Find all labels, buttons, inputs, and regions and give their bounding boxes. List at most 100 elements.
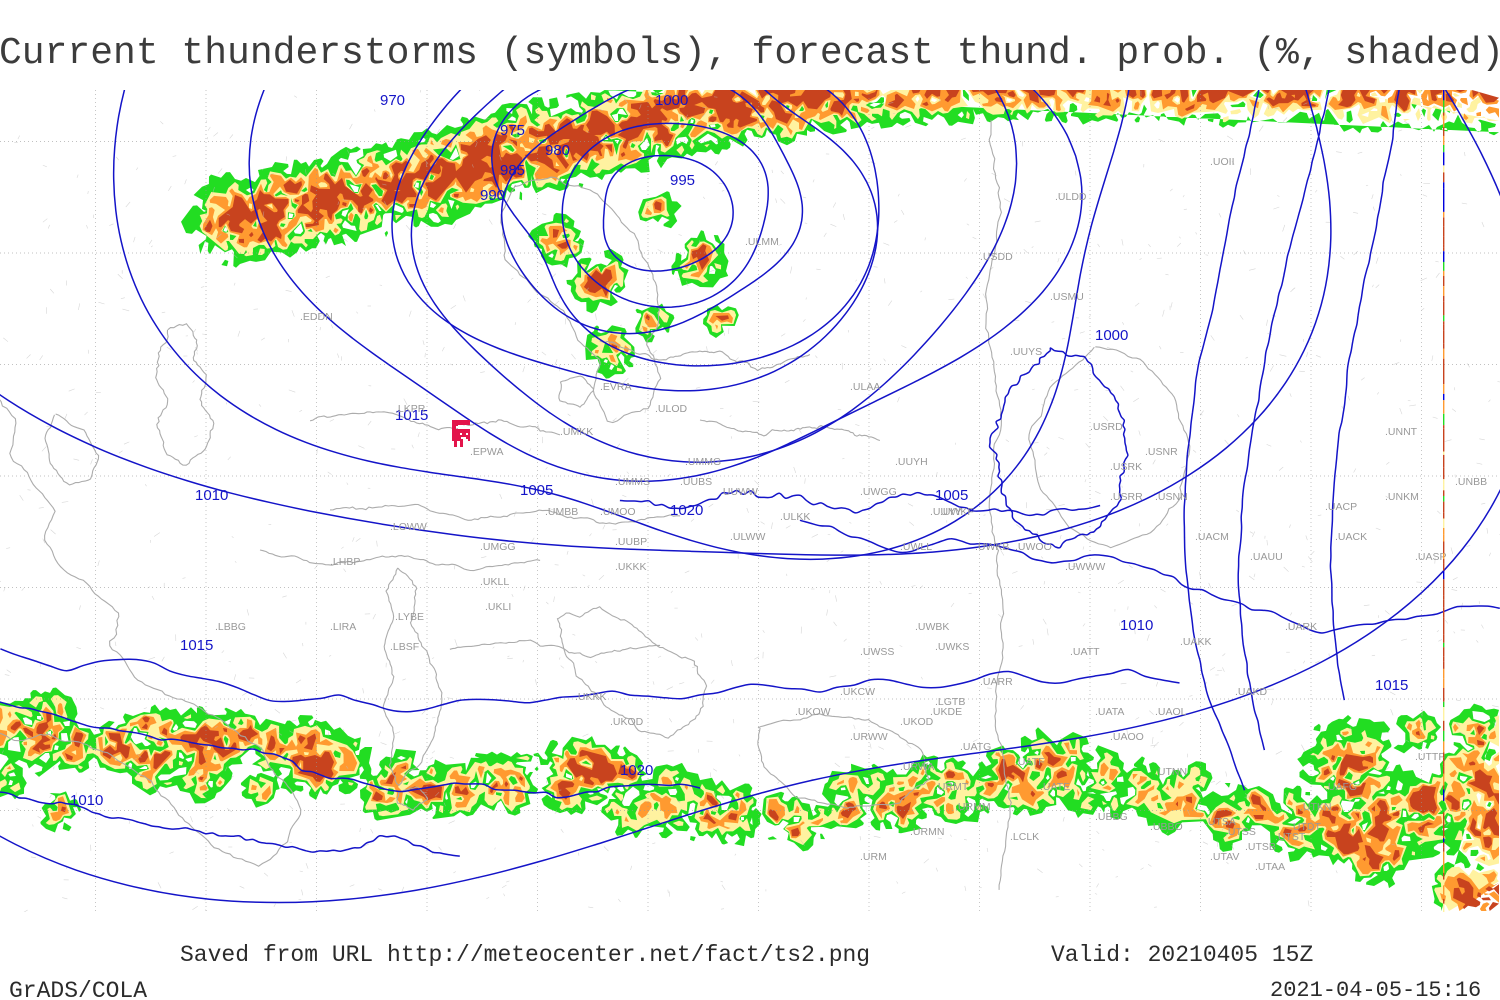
svg-text:.UATF: .UATF (1015, 756, 1045, 768)
svg-text:.ULOD: .ULOD (655, 403, 688, 415)
svg-text:.UWKB: .UWKB (975, 541, 1009, 553)
svg-text:.EDDN: .EDDN (300, 311, 333, 323)
svg-text:.UACK: .UACK (1335, 531, 1367, 543)
svg-text:.UATE: .UATE (1040, 781, 1070, 793)
svg-text:1010: 1010 (1120, 617, 1153, 634)
svg-text:1015: 1015 (180, 637, 213, 654)
svg-text:.UTAV: .UTAV (1210, 851, 1239, 863)
svg-text:.ULAA: .ULAA (850, 381, 880, 393)
svg-text:.EVRA: .EVRA (600, 381, 632, 393)
svg-text:.UAKD: .UAKD (1235, 686, 1268, 698)
svg-text:.USDD: .USDD (980, 251, 1013, 263)
svg-text:.UBBO: .UBBO (1150, 821, 1183, 833)
svg-text:.UTSS: .UTSS (1225, 826, 1256, 838)
svg-text:.UTSB: .UTSB (1245, 841, 1276, 853)
svg-text:.UATT: .UATT (1070, 646, 1100, 658)
svg-text:.USRK: .USRK (1110, 461, 1142, 473)
svg-text:.USRR: .USRR (1110, 491, 1143, 503)
svg-text:.LBBG: .LBBG (215, 621, 246, 633)
svg-text:985: 985 (500, 162, 525, 179)
svg-text:.UMOO: .UMOO (600, 506, 636, 518)
svg-text:.UTKN: .UTKN (1300, 801, 1332, 813)
svg-text:.UASP: .UASP (1415, 551, 1447, 563)
svg-text:975: 975 (500, 122, 525, 139)
svg-text:.URM: .URM (860, 851, 887, 863)
svg-text:.UACM: .UACM (1195, 531, 1229, 543)
svg-text:1010: 1010 (70, 792, 103, 809)
svg-text:1020: 1020 (620, 762, 653, 779)
svg-text:.UAFG: .UAFG (1325, 781, 1357, 793)
svg-text:995: 995 (670, 172, 695, 189)
svg-text:.UKKK: .UKKK (615, 561, 647, 573)
svg-text:.UARR: .UARR (980, 676, 1013, 688)
svg-text:.UARK: .UARK (1285, 621, 1317, 633)
svg-text:.UUBP: .UUBP (615, 536, 647, 548)
svg-text:1005: 1005 (935, 487, 968, 504)
svg-text:.UUYS: .UUYS (1010, 346, 1042, 358)
svg-text:990: 990 (480, 187, 505, 204)
svg-text:.UBBG: .UBBG (1095, 811, 1128, 823)
svg-text:.LIRA: .LIRA (330, 621, 356, 633)
svg-text:.UKKK: .UKKK (575, 691, 607, 703)
svg-text:.UAOO: .UAOO (1110, 731, 1144, 743)
svg-text:.UATA: .UATA (1095, 706, 1124, 718)
svg-text:.UUYH: .UUYH (895, 456, 928, 468)
svg-text:.URMM: .URMM (955, 801, 991, 813)
svg-text:.UKOD: .UKOD (610, 716, 644, 728)
svg-text:.URWW: .URWW (850, 731, 888, 743)
svg-text:.UNKM: .UNKM (1385, 491, 1419, 503)
svg-text:.LGTB: .LGTB (935, 696, 965, 708)
svg-text:.ULMM: .ULMM (745, 236, 779, 248)
svg-text:.USNR: .USNR (1145, 446, 1178, 458)
svg-text:.UUYY: .UUYY (930, 506, 962, 518)
svg-text:.ULDD: .ULDD (1055, 191, 1087, 203)
svg-text:.UKCW: .UKCW (840, 686, 875, 698)
svg-text:.UMBB: .UMBB (545, 506, 578, 518)
svg-text:.UTDT: .UTDT (1290, 821, 1321, 833)
svg-text:1020: 1020 (670, 502, 703, 519)
svg-text:.UUWW: .UUWW (720, 486, 758, 498)
svg-text:.LOWW: .LOWW (390, 521, 427, 533)
svg-text:.UWOO: .UWOO (1015, 541, 1052, 553)
svg-text:.LYBE: .LYBE (395, 611, 424, 623)
svg-text:.LBSF: .LBSF (390, 641, 419, 653)
svg-text:.USRD: .USRD (1090, 421, 1123, 433)
svg-text:1015: 1015 (1375, 677, 1408, 694)
svg-text:.UNNT: .UNNT (1385, 426, 1418, 438)
svg-text:.UWLL: .UWLL (900, 541, 932, 553)
svg-text:.URWA: .URWA (900, 761, 934, 773)
svg-text:.UUBS: .UUBS (680, 476, 712, 488)
svg-text:.ULWW: .ULWW (730, 531, 765, 543)
svg-text:.UKOD: .UKOD (900, 716, 934, 728)
svg-text:.LCLK: .LCLK (1010, 831, 1039, 843)
svg-text:.USNN: .USNN (1155, 491, 1188, 503)
svg-text:.UWBK: .UWBK (915, 621, 949, 633)
svg-text:1005: 1005 (520, 482, 553, 499)
svg-text:.LHBP: .LHBP (330, 556, 360, 568)
svg-text:.UMKK: .UMKK (560, 426, 593, 438)
svg-text:.UWGG: .UWGG (860, 486, 897, 498)
svg-text:970: 970 (380, 92, 405, 109)
svg-text:1000: 1000 (655, 92, 688, 109)
svg-text:.UWSS: .UWSS (860, 646, 894, 658)
svg-text:.UKLI: .UKLI (485, 601, 511, 613)
svg-text:.UAKK: .UAKK (1180, 636, 1212, 648)
svg-text:.URMT: .URMT (935, 781, 969, 793)
svg-text:.UAUU: .UAUU (1250, 551, 1283, 563)
svg-text:.UWKS: .UWKS (935, 641, 969, 653)
svg-text:.URMN: .URMN (910, 826, 944, 838)
svg-text:980: 980 (545, 142, 570, 159)
svg-text:.UAOL: .UAOL (1155, 706, 1187, 718)
svg-text:.LKPR: .LKPR (395, 403, 426, 415)
svg-text:.EPWA: .EPWA (470, 446, 503, 458)
svg-text:1010: 1010 (195, 487, 228, 504)
svg-text:.UMMS: .UMMS (615, 476, 650, 488)
svg-text:.UMMG: .UMMG (685, 456, 721, 468)
svg-text:.UNBB: .UNBB (1455, 476, 1487, 488)
svg-text:.UWWW: .UWWW (1065, 561, 1105, 573)
svg-text:.UTNN: .UTNN (1155, 766, 1187, 778)
svg-text:.UOII: .UOII (1210, 156, 1235, 168)
svg-text:.UKOW: .UKOW (795, 706, 831, 718)
svg-text:.UKLL: .UKLL (480, 576, 509, 588)
svg-text:.UATG: .UATG (960, 741, 991, 753)
